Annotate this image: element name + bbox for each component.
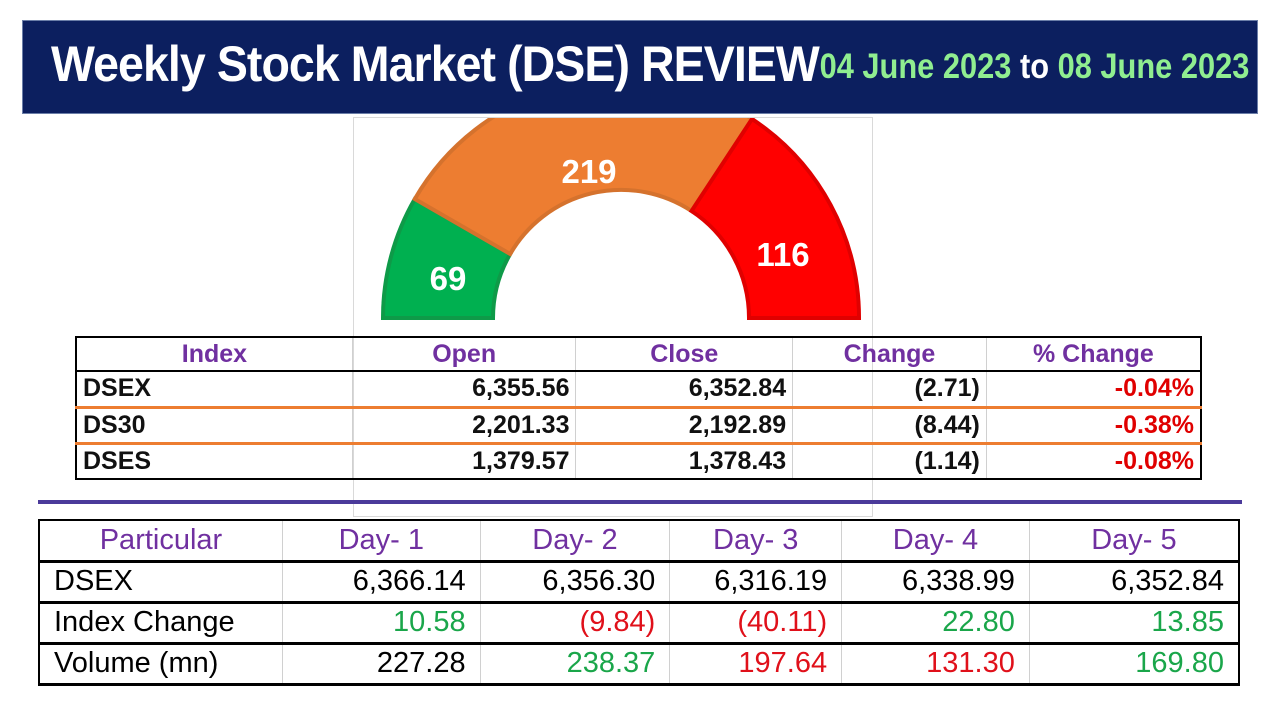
pct-change-value: -0.04%	[985, 371, 1201, 409]
cell-value: 131.30	[841, 643, 1030, 686]
cell-value: 13.85	[1028, 602, 1239, 645]
gauge-label-advanced: 69	[430, 260, 467, 297]
cell-value: (40.11)	[669, 602, 842, 645]
cell-value: 6,338.99	[841, 561, 1030, 604]
date-from: 04 June 2023	[819, 47, 1012, 86]
row-label: Index Change	[38, 602, 283, 645]
column-header: Day- 5	[1028, 520, 1239, 563]
column-header: Day- 4	[841, 520, 1030, 563]
cell-value: 10.58	[281, 602, 481, 645]
index-name: DSEX	[75, 371, 353, 409]
index-name: DS30	[75, 407, 353, 445]
date-to: 08 June 2023	[1057, 47, 1249, 86]
column-header: Day- 1	[281, 520, 481, 563]
cell-value: 6,352.84	[1028, 561, 1239, 604]
column-header: Open	[351, 337, 576, 372]
table-row: DSEX 6,355.56 6,352.84 (2.71) -0.04%	[75, 371, 1201, 409]
column-header: Change	[792, 337, 987, 372]
column-header: Close	[575, 337, 793, 372]
pct-change-value: -0.08%	[985, 443, 1201, 479]
table-row: DS30 2,201.33 2,192.89 (8.44) -0.38%	[75, 407, 1201, 445]
cell-value: 22.80	[841, 602, 1030, 645]
cell-value: 238.37	[479, 643, 670, 686]
pct-change-value: -0.38%	[985, 407, 1201, 445]
open-value: 6,355.56	[351, 371, 576, 409]
header-banner: Weekly Stock Market (DSE) REVIEW 04 June…	[22, 20, 1258, 114]
open-value: 2,201.33	[351, 407, 576, 445]
table-row: Index Change 10.58 (9.84) (40.11) 22.80 …	[38, 602, 1239, 645]
table-header-row: Particular Day- 1 Day- 2 Day- 3 Day- 4 D…	[38, 520, 1239, 563]
cell-value: 197.64	[669, 643, 842, 686]
gauge-label-unchanged: 219	[561, 153, 616, 190]
change-value: (1.14)	[792, 443, 987, 479]
cell-value: (9.84)	[479, 602, 670, 645]
change-value: (8.44)	[792, 407, 987, 445]
column-header: Day- 3	[669, 520, 842, 563]
table-row: Volume (mn) 227.28 238.37 197.64 131.30 …	[38, 643, 1239, 686]
cell-value: 6,356.30	[479, 561, 670, 604]
page-title: Weekly Stock Market (DSE) REVIEW	[51, 36, 820, 92]
row-label: DSEX	[38, 561, 283, 604]
gauge-label-declined: 116	[756, 236, 809, 273]
cell-value: 6,316.19	[669, 561, 842, 604]
change-value: (2.71)	[792, 371, 987, 409]
open-value: 1,379.57	[351, 443, 576, 479]
close-value: 2,192.89	[575, 407, 793, 445]
market-breadth-gauge: 69 219 116	[378, 77, 864, 323]
close-value: 6,352.84	[575, 371, 793, 409]
column-header: Index	[75, 337, 353, 372]
daily-summary-table: Particular Day- 1 Day- 2 Day- 3 Day- 4 D…	[38, 519, 1240, 686]
column-header: Particular	[38, 520, 283, 563]
gauge-segment-declined	[688, 116, 862, 320]
date-range: 04 June 2023 to 08 June 2023	[819, 47, 1249, 87]
date-separator: to	[1019, 47, 1049, 86]
cell-value: 227.28	[281, 643, 481, 686]
column-header: Day- 2	[479, 520, 670, 563]
cell-value: 169.80	[1028, 643, 1239, 686]
cell-value: 6,366.14	[281, 561, 481, 604]
table-header-row: Index Open Close Change % Change	[75, 337, 1201, 372]
row-label: Volume (mn)	[38, 643, 283, 686]
close-value: 1,378.43	[575, 443, 793, 479]
table-row: DSES 1,379.57 1,378.43 (1.14) -0.08%	[75, 443, 1201, 479]
column-header: % Change	[985, 337, 1201, 372]
section-divider	[38, 500, 1242, 504]
index-summary-table: Index Open Close Change % Change DSEX 6,…	[75, 336, 1202, 480]
table-row: DSEX 6,366.14 6,356.30 6,316.19 6,338.99…	[38, 561, 1239, 604]
index-name: DSES	[75, 443, 353, 479]
